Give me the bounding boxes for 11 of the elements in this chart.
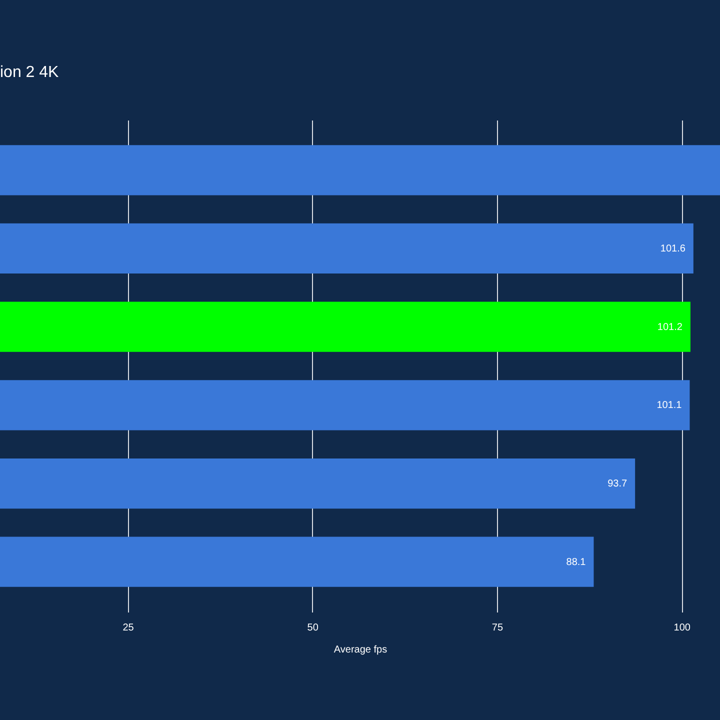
data-label: 88.1 <box>566 556 586 568</box>
data-label: 101.1 <box>656 400 682 412</box>
data-label: 101.2 <box>657 322 683 333</box>
x-tick-label: 75 <box>492 622 504 634</box>
data-label: 101.6 <box>660 243 686 254</box>
x-tick-label: 100 <box>674 622 691 634</box>
data-label: 93.7 <box>608 478 628 490</box>
chart-title: ion 2 4K <box>0 64 60 81</box>
x-axis-title: Average fps <box>334 644 388 656</box>
x-tick-label: 50 <box>307 622 319 634</box>
x-tick-label: 25 <box>122 622 134 634</box>
